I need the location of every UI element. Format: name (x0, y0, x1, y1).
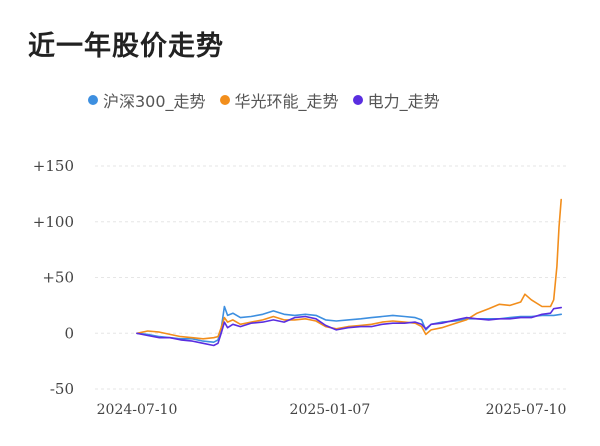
legend-label-power: 电力_走势 (367, 92, 440, 111)
y-tick-label-3: 0 (64, 324, 74, 342)
legend-dot-hs300 (88, 95, 98, 105)
legend-dot-power (352, 95, 363, 105)
series-line-hs300 (136, 305, 562, 343)
legend-item-huaguang[interactable]: 华光环能_走势 (219, 88, 339, 112)
legend-dot-huaguang (219, 95, 230, 105)
page-title: 近一年股价走势 (28, 31, 224, 62)
series-line-power (136, 306, 562, 347)
y-tick-label-0: +150 (33, 157, 74, 175)
legend-label-hs300: 沪深300_走势 (103, 92, 206, 111)
x-tick-label-0: 2024-07-10 (97, 402, 178, 418)
chart-legend: 沪深300_走势 华光环能_走势 电力_走势 (88, 88, 440, 112)
x-tick-label-1: 2025-01-07 (290, 402, 371, 418)
x-tick-label-2: 2025-07-10 (486, 402, 567, 418)
legend-item-hs300[interactable]: 沪深300_走势 (88, 88, 206, 112)
y-tick-label-4: -50 (50, 380, 74, 398)
y-tick-label-1: +100 (33, 213, 74, 231)
legend-label-huaguang: 华光环能_走势 (234, 92, 339, 111)
legend-item-power[interactable]: 电力_走势 (352, 88, 440, 112)
y-tick-label-2: +50 (42, 269, 74, 287)
series-line-huaguang (136, 198, 562, 340)
